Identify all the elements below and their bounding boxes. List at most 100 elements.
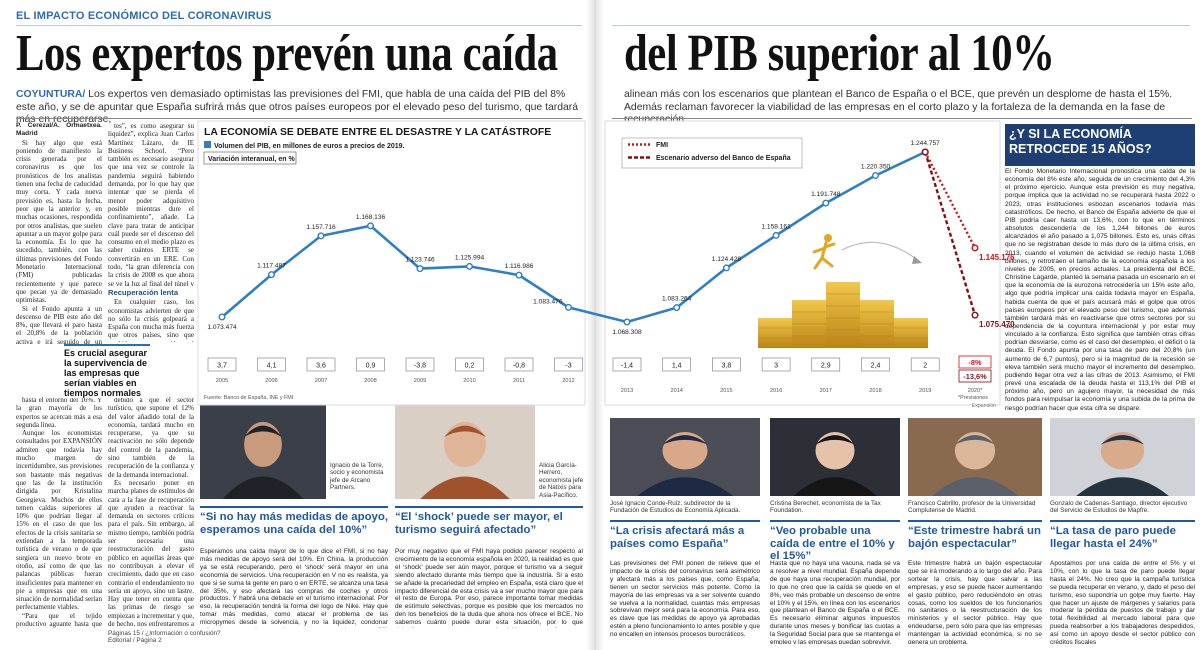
paragraph: Aunque los economistas consultados por E…	[16, 429, 102, 612]
x-tick-label: 2018	[869, 388, 881, 394]
growth-label: 0,2	[465, 363, 475, 370]
x-tick-label: 2005	[216, 378, 228, 384]
data-point	[317, 232, 325, 240]
data-label: 1.157.716	[306, 224, 336, 231]
portrait-photo	[770, 418, 900, 496]
portrait-photo	[1050, 418, 1195, 496]
growth-box	[811, 357, 841, 372]
photo-caption: Alicia García-Herrero, economista jefe d…	[539, 462, 584, 499]
rule	[612, 25, 1190, 26]
growth-box	[612, 357, 642, 372]
growth-label: -3	[565, 363, 571, 370]
data-point	[565, 303, 573, 311]
quote: “Este trimestre habrá un bajón espectacu…	[908, 520, 1042, 550]
data-point	[466, 262, 474, 270]
paragraph: hasta el entorno del 16%. Y la gran mayo…	[16, 396, 102, 429]
headline: del PIB superior al 10%	[624, 25, 1055, 82]
data-point	[623, 318, 631, 326]
scenario-line	[924, 151, 977, 316]
data-label: 1.244.757	[911, 140, 941, 147]
body-column: hasta el entorno del 16%. Y la gran mayo…	[16, 396, 102, 628]
photo-caption: Cristina Berechet, economista de la Tax …	[770, 500, 881, 515]
rule	[612, 118, 1192, 119]
data-point	[722, 264, 730, 272]
data-label: 1.158.161	[761, 223, 791, 230]
x-tick-label: 2009	[414, 378, 426, 384]
x-tick-label: 2019	[919, 388, 931, 394]
profile-text: Hasta que no haya una vacuna, nada se va…	[770, 560, 900, 644]
legend-box	[203, 151, 297, 165]
data-label: 1.116.986	[505, 263, 534, 270]
quote: “Si no hay más medidas de apoyo, esperam…	[200, 506, 388, 536]
data-point	[515, 271, 523, 279]
headline: Los expertos prevén una caída	[16, 25, 558, 82]
chart-credit: Expansión	[972, 403, 996, 409]
rule	[16, 118, 582, 119]
legend-swatch	[204, 141, 211, 148]
footer-pages: Páginas 15 / ¿Información o confusión?	[108, 630, 221, 637]
growth-label: 1,4	[672, 363, 682, 370]
portrait-photo	[610, 418, 760, 496]
subheading: Recuperación lenta	[108, 288, 179, 297]
growth-label: -1,4	[621, 363, 633, 370]
x-tick-label: 2015	[720, 388, 732, 394]
portrait	[610, 418, 760, 496]
portrait	[908, 418, 1042, 496]
x-tick-label: 2012	[562, 378, 574, 384]
footer-refs: Páginas 15 / ¿Información o confusión? E…	[108, 630, 258, 644]
quote: “Veo probable una caída de entre el 10% …	[770, 520, 900, 563]
photo-caption: Francisco Cabrillo, profesor de la Unive…	[908, 500, 1036, 515]
chart-source: Fuente: Banco de España, INE y FMI	[204, 395, 293, 401]
growth-label: 3,7	[217, 363, 227, 370]
x-tick-label: 2020*	[968, 388, 983, 394]
growth-label: 4,1	[267, 363, 277, 370]
data-label: 1.125.994	[455, 254, 485, 261]
body-column: tes”, es como asegurar su liquidez”, exp…	[108, 122, 194, 286]
section-label: EL IMPACTO ECONÓMICO DEL CORONAVIRUS	[16, 10, 272, 22]
chart-title: LA ECONOMÍA SE DEBATE ENTRE EL DESASTRE …	[204, 125, 551, 138]
paragraph: Si el Fondo apunta a un descenso de PIB …	[16, 304, 102, 344]
photo-caption: Ignacio de la Torre, socio y economista …	[330, 462, 384, 492]
growth-label: -0,8	[513, 363, 525, 370]
x-tick-label: 2007	[315, 378, 327, 384]
legend-box	[621, 137, 803, 169]
data-label: 1.075.470	[979, 320, 1015, 329]
byline: P. Cerezal/A. Ormaetxea. Madrid	[16, 122, 102, 138]
body-column: P. Cerezal/A. Ormaetxea. Madrid Si hay a…	[16, 122, 102, 344]
chart-panel	[197, 120, 586, 406]
portrait	[770, 418, 900, 496]
portrait-photo	[908, 418, 1042, 496]
growth-box	[761, 357, 791, 372]
growth-box	[306, 357, 336, 372]
scenario-change-box	[958, 369, 992, 383]
chart: LA ECONOMÍA SE DEBATE ENTRE EL DESASTRE …	[197, 120, 1015, 409]
profile-text: Las previsiones del FMI ponen de relieve…	[610, 560, 760, 639]
data-label: 1.123.746	[405, 257, 435, 264]
profile-text: Esperamos una caída mayor de lo que dice…	[200, 548, 388, 628]
scenario-line	[924, 151, 977, 249]
paragraph: debido a que el sector turístico, que su…	[108, 396, 194, 479]
legend-label: Escenario adverso del Banco de España	[656, 155, 791, 162]
body-column: debido a que el sector turístico, que su…	[108, 396, 194, 626]
quote: “La tasa de paro puede llegar hasta el 2…	[1050, 520, 1195, 550]
legend-label: Volumen del PIB, en millones de euros a …	[214, 143, 405, 150]
data-point	[367, 222, 375, 230]
growth-box	[405, 357, 435, 372]
data-label: 1.191.748	[811, 191, 841, 198]
footer-editorial: Editorial / Página 2	[108, 637, 162, 644]
deck-label: COYUNTURA/	[16, 89, 86, 100]
growth-box	[207, 357, 237, 372]
data-point	[872, 172, 880, 180]
data-label: 1.068.308	[612, 329, 642, 336]
growth-box	[356, 357, 385, 372]
x-tick-label: 2010	[463, 378, 475, 384]
sidebar-text: El Fondo Monetario Internacional pronost…	[1005, 168, 1195, 412]
profile-text: Apostamos por una caída de entre el 5% y…	[1050, 560, 1195, 644]
paragraph: “Para que el tejido productivo aguante h…	[16, 611, 102, 628]
data-point	[218, 313, 226, 321]
data-label: 1.073.474	[207, 324, 237, 331]
chart-footnote: *Previsiones	[958, 395, 988, 401]
data-label: 1.117.487	[257, 263, 286, 270]
x-tick-label: 2013	[621, 388, 633, 394]
